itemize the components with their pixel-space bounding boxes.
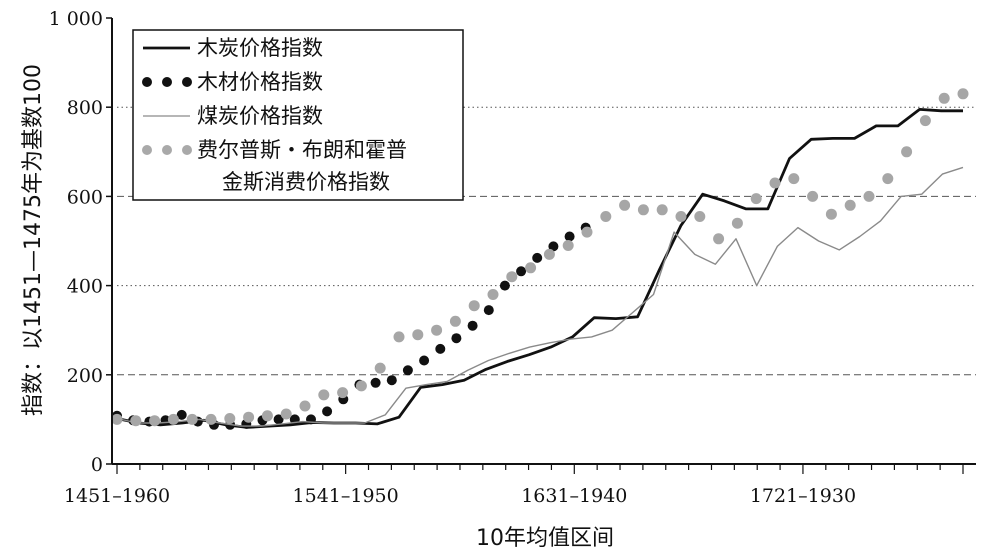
series-3-point-7 (243, 411, 255, 423)
series-3-point-4 (186, 413, 198, 425)
x-tick-label-1: 1541–1950 (293, 485, 399, 507)
series-3-point-31 (694, 211, 706, 222)
y-axis-title: 指数：以1451—1475年为基数100 (21, 64, 46, 416)
series-1-point-16 (370, 377, 381, 388)
series-2 (116, 166, 964, 427)
series-1-point-23 (483, 305, 494, 316)
series-3-point-14 (374, 362, 386, 374)
series-3-point-18 (449, 315, 461, 327)
series-3-point-41 (882, 173, 894, 185)
series-3-point-12 (337, 387, 349, 399)
series-3-point-33 (731, 217, 743, 229)
series-1-point-22 (467, 320, 478, 331)
series-3-point-40 (863, 190, 875, 202)
series-3-point-1 (130, 415, 142, 427)
legend-label-cpi-line2: 金斯消费价格指数 (222, 170, 390, 194)
y-tick-label-0: 0 (91, 454, 103, 476)
x-tick-label-3: 1721–1930 (750, 485, 856, 507)
series-line-2 (116, 166, 964, 427)
series-3-point-3 (167, 413, 179, 425)
series-3-point-10 (299, 400, 311, 412)
series-1-point-19 (419, 355, 430, 366)
axes (111, 18, 976, 465)
y-tick-label-800: 800 (67, 97, 103, 119)
series-3-point-35 (769, 177, 781, 189)
series-3-point-28 (637, 204, 649, 216)
series-1-point-25 (516, 266, 527, 277)
series-3-point-13 (355, 380, 367, 392)
series-3 (111, 88, 969, 427)
series-3-point-21 (506, 271, 518, 283)
series-3-point-26 (600, 211, 612, 222)
x-tick-label-2: 1631–1940 (521, 485, 627, 507)
series-3-point-11 (318, 389, 330, 401)
series-1-point-10 (273, 414, 284, 425)
series-3-point-20 (487, 289, 499, 300)
y-ticks: 0 200 400 600 800 1 000 (49, 8, 112, 476)
series-1 (112, 222, 591, 430)
series-3-point-38 (825, 208, 837, 220)
series-1-point-27 (548, 241, 559, 252)
series-1-point-13 (322, 406, 333, 417)
series-1-point-17 (386, 375, 397, 386)
series-1-point-21 (451, 333, 462, 344)
series-3-point-8 (261, 410, 273, 422)
series-1-point-28 (564, 231, 575, 242)
series-3-point-45 (957, 88, 969, 100)
series-3-point-43 (919, 115, 931, 127)
series-3-point-2 (149, 415, 161, 427)
series-3-point-44 (938, 92, 950, 104)
series-3-point-0 (111, 413, 123, 425)
series-1-point-18 (402, 365, 413, 376)
y-tick-label-400: 400 (67, 276, 103, 298)
series-3-point-34 (750, 193, 762, 205)
series-3-point-23 (543, 248, 555, 260)
legend-label-cpi-line1: 费尔普斯・布朗和霍普 (197, 138, 407, 162)
series-3-point-32 (713, 233, 725, 245)
y-tick-label-1000: 1 000 (49, 8, 103, 30)
series-3-point-24 (562, 240, 574, 251)
legend-swatch-wood (142, 77, 192, 87)
series-3-point-36 (788, 173, 800, 185)
series-3-point-25 (581, 226, 593, 238)
legend-swatch-cpi (142, 145, 192, 155)
legend-label-charcoal: 木炭价格指数 (197, 36, 323, 60)
series-3-point-5 (205, 413, 217, 425)
series-3-point-19 (468, 300, 480, 312)
series-3-point-9 (280, 408, 292, 420)
series-3-point-29 (656, 204, 668, 216)
series-3-point-17 (431, 324, 443, 336)
series-3-point-42 (901, 146, 913, 158)
series-3-point-39 (844, 199, 856, 211)
series-3-point-6 (224, 413, 236, 424)
series-3-point-37 (807, 190, 819, 202)
x-axis-title: 10年均值区间 (476, 526, 614, 551)
series-3-point-22 (525, 262, 537, 274)
series-lines (111, 88, 969, 430)
series-3-point-30 (675, 211, 687, 222)
series-1-point-26 (532, 252, 543, 263)
legend-label-coal: 煤炭价格指数 (197, 104, 323, 128)
series-3-point-27 (619, 199, 631, 211)
legend-label-wood: 木材价格指数 (197, 70, 323, 94)
y-tick-label-200: 200 (67, 365, 103, 387)
legend-box (132, 29, 464, 201)
series-1-point-4 (176, 409, 187, 420)
series-1-point-24 (499, 280, 510, 291)
series-3-point-15 (393, 331, 405, 343)
series-3-point-16 (412, 329, 424, 341)
x-ticks: 1451–1960 1541–1950 1631–1940 1721–1930 (64, 464, 964, 507)
legend: 木炭价格指数 木材价格指数 煤炭价格指数 费尔普斯・布朗和霍普 金斯消费价格指数 (132, 29, 464, 201)
series-1-point-20 (435, 343, 446, 354)
x-tick-label-0: 1451–1960 (64, 485, 170, 507)
y-tick-label-600: 600 (67, 186, 103, 208)
